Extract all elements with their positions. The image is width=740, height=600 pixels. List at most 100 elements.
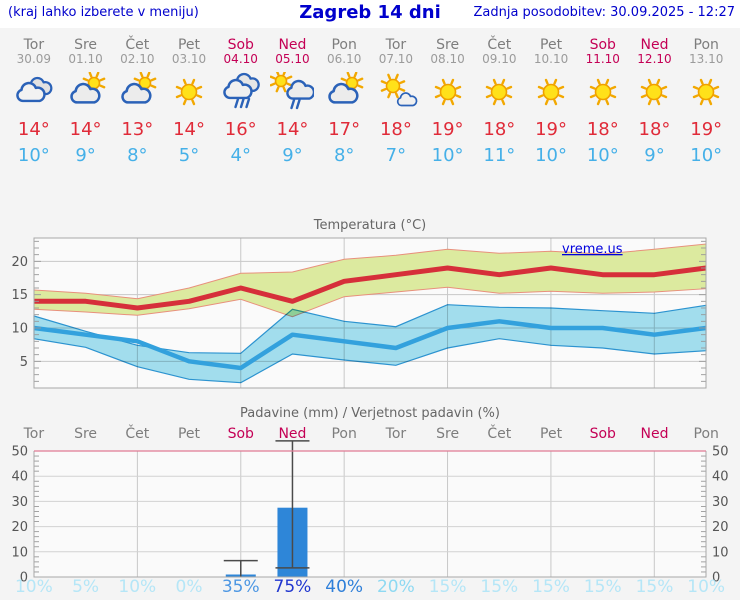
precip-day-label: Čet xyxy=(125,426,150,442)
precip-probability: 10% xyxy=(14,577,53,597)
y-tick-label: 20 xyxy=(11,255,28,270)
day-date: 10.10 xyxy=(533,52,569,66)
day-date: 02.10 xyxy=(120,52,155,66)
y-tick-label: 0 xyxy=(712,571,720,586)
day-column-pon-13.10: Pon 13.10 19° 10° xyxy=(680,30,732,216)
max-temperature: 18° xyxy=(379,119,412,140)
sun-small-cloud-icon xyxy=(380,73,418,107)
day-date: 08.10 xyxy=(430,52,465,66)
precip-day-label: Čet xyxy=(487,426,512,442)
day-column-pet-03.10: Pet 03.10 14° 5° xyxy=(163,30,215,216)
precip-day-label: Pon xyxy=(693,426,719,442)
y-tick-label: 10 xyxy=(11,545,28,560)
min-temperature: 5° xyxy=(178,145,200,166)
day-name: Sob xyxy=(589,37,616,53)
sun-cloud-icon xyxy=(121,71,157,104)
day-date: 30.09 xyxy=(16,52,52,66)
day-column-sob-04.10: Sob 04.10 16° 4° xyxy=(215,30,267,216)
y-tick-label: 50 xyxy=(712,445,729,460)
precip-day-label: Sre xyxy=(74,426,98,442)
precip-probability: 40% xyxy=(325,577,364,597)
precip-probability: 15% xyxy=(480,577,519,597)
day-name: Sob xyxy=(227,37,254,53)
sun-cloud-icon xyxy=(328,71,364,104)
cloud-shape xyxy=(286,79,316,100)
cloudy-icon xyxy=(16,76,53,103)
precipitation-probability-row: 10% 5% 10% 0% 35% 75% 40% 20% 15% 15% 15% 15% 15% 10% xyxy=(8,577,732,599)
cloud-shape xyxy=(69,82,101,104)
precip-day-label: Pet xyxy=(177,426,201,442)
precip-probability: 10% xyxy=(687,577,726,597)
last-update-text: Zadnja posodobitev: 30.09.2025 - 12:27 xyxy=(473,5,735,20)
max-temperature: 13° xyxy=(121,119,154,140)
precip-probability: 15% xyxy=(428,577,467,597)
precip-probability: 35% xyxy=(221,577,260,597)
min-temperature: 10° xyxy=(690,145,723,166)
y-tick-label: 10 xyxy=(712,545,729,560)
sunny-icon xyxy=(641,78,668,106)
precip-probability: 0% xyxy=(175,577,203,597)
day-column-čet-09.10: Čet 09.10 18° 11° xyxy=(473,30,525,216)
plot-background xyxy=(34,451,706,577)
day-name: Tor xyxy=(385,37,407,53)
precip-day-label: Sob xyxy=(227,426,254,442)
min-temperature: 11° xyxy=(483,145,516,166)
daily-forecast-strip: Tor 30.09 14° 10° Sre 01.10 14° 9° Čet 0… xyxy=(8,30,732,216)
day-date: 03.10 xyxy=(171,52,207,66)
precip-probability: 15% xyxy=(635,577,674,597)
day-date: 12.10 xyxy=(637,52,672,66)
min-temperature: 7° xyxy=(385,145,407,166)
sun-shape xyxy=(692,78,720,106)
max-temp-line xyxy=(34,265,707,311)
day-column-tor-30.09: Tor 30.09 14° 10° xyxy=(8,30,60,216)
y-tick-label: 50 xyxy=(11,445,28,460)
precipitation-chart-title: Padavine (mm) / Verjetnost padavin (%) xyxy=(240,406,500,421)
day-date: 07.10 xyxy=(378,52,414,66)
day-date: 09.10 xyxy=(482,52,517,66)
min-temperature: 9° xyxy=(644,145,665,166)
y-tick-label: 5 xyxy=(20,355,28,370)
vreme-us-link[interactable]: vreme.us xyxy=(562,242,623,257)
day-column-ned-05.10: Ned 05.10 14° 9° xyxy=(267,30,319,216)
precip-day-label: Tor xyxy=(385,426,407,442)
cloud-shape xyxy=(328,82,359,104)
min-temperature: 9° xyxy=(282,145,303,166)
max-temperature: 17° xyxy=(328,119,361,140)
min-temperature: 4° xyxy=(230,145,251,166)
y-tick-label: 20 xyxy=(712,520,729,535)
precip-probability: 15% xyxy=(532,577,570,597)
y-tick-label: 20 xyxy=(11,520,28,535)
day-name: Sre xyxy=(436,37,460,53)
day-name: Čet xyxy=(125,37,150,53)
day-name: Sre xyxy=(74,37,98,53)
cloud-shape xyxy=(396,92,418,107)
day-name: Čet xyxy=(487,37,512,53)
day-date: 01.10 xyxy=(68,52,103,66)
min-temperature: 10° xyxy=(535,145,567,166)
day-date: 05.10 xyxy=(275,52,310,66)
max-temperature: 19° xyxy=(690,119,723,140)
day-column-sob-11.10: Sob 11.10 18° 10° xyxy=(577,30,629,216)
precip-probability: 20% xyxy=(376,577,415,597)
precip-day-label: Pet xyxy=(540,426,563,442)
max-temperature: 14° xyxy=(173,119,205,140)
precip-day-label: Sob xyxy=(589,426,616,442)
min-temperature: 8° xyxy=(127,145,148,166)
precip-probability: 5% xyxy=(72,577,100,597)
sun-shape xyxy=(537,78,565,106)
day-name: Pet xyxy=(177,37,201,53)
day-column-tor-07.10: Tor 07.10 18° 7° xyxy=(370,30,422,216)
page-header: (kraj lahko izberete v meniju) Zagreb 14… xyxy=(0,0,740,28)
day-column-sre-08.10: Sre 08.10 19° 10° xyxy=(422,30,474,216)
sun-shape xyxy=(589,78,616,106)
min-temperature: 9° xyxy=(75,145,96,166)
cloud-shape xyxy=(16,81,46,103)
y-tick-label: 10 xyxy=(11,322,28,337)
day-name: Ned xyxy=(640,37,669,53)
sun-shape xyxy=(270,69,293,93)
sun-rain-icon xyxy=(270,69,316,110)
precip-probability: 75% xyxy=(273,577,312,597)
sunny-icon xyxy=(589,78,616,106)
cloud-shape xyxy=(222,78,253,100)
precipitation-chart: 0 0 10 10 20 20 30 30 40 40 50 50 xyxy=(11,440,729,586)
